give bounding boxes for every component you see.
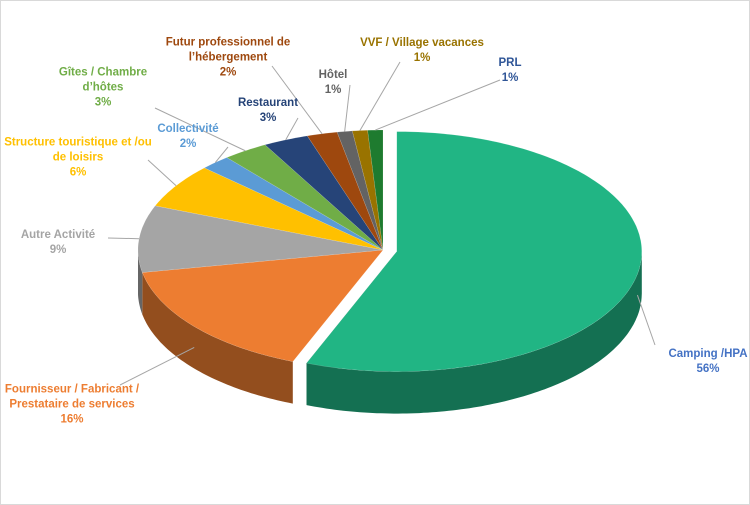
data-label: Fournisseur / Fabricant / Prestataire de… xyxy=(0,383,147,428)
category-label: Camping /HPA xyxy=(668,348,748,360)
category-label: Structure touristique et /ou de loisirs xyxy=(4,136,152,164)
category-label: Collectivité xyxy=(157,123,219,135)
slice-side xyxy=(138,250,143,315)
category-label: Autre Activité xyxy=(20,229,96,241)
leader-line xyxy=(344,84,351,132)
category-label: Restaurant xyxy=(237,97,299,109)
value-label: 1% xyxy=(501,72,519,84)
value-label: 3% xyxy=(94,96,112,109)
value-label: 2% xyxy=(179,138,197,150)
slice xyxy=(226,144,384,251)
value-label: 1% xyxy=(324,84,342,96)
value-label: 3% xyxy=(259,112,277,124)
slice xyxy=(264,135,384,251)
leader-line xyxy=(285,117,299,141)
data-label: PRL 1% xyxy=(490,56,530,86)
category-label: Gîtes / Chambre d’hôtes xyxy=(58,66,148,94)
category-label: Fournisseur / Fabricant / Prestataire de… xyxy=(4,383,140,411)
data-label: VVF / Village vacances 1% xyxy=(352,36,492,66)
data-label: Structure touristique et /ou de loisirs 6… xyxy=(0,136,158,181)
leader-line xyxy=(147,159,177,187)
data-label: Hôtel 1% xyxy=(308,68,358,98)
data-label: Collectivité 2% xyxy=(143,122,233,152)
leader-line xyxy=(636,294,656,346)
leader-line xyxy=(271,65,323,135)
leader-line xyxy=(154,107,246,152)
data-label: Restaurant 3% xyxy=(223,96,313,126)
value-label: 6% xyxy=(69,166,87,179)
category-label: PRL xyxy=(498,57,522,69)
data-label: Futur professionnel de l’hébergement 2% xyxy=(153,36,303,81)
value-label: 56% xyxy=(696,363,720,375)
leader-line xyxy=(119,347,195,386)
value-label: 9% xyxy=(49,244,67,256)
slice-side xyxy=(142,272,293,404)
leader-line xyxy=(359,61,401,131)
slice xyxy=(137,205,384,273)
leader-line xyxy=(375,79,501,131)
slice xyxy=(306,131,643,372)
slice-side xyxy=(306,251,642,414)
data-label: Gîtes / Chambre d’hôtes 3% xyxy=(48,66,158,111)
value-label: 16% xyxy=(60,413,84,426)
data-label: Camping /HPA 56% xyxy=(653,347,750,377)
data-label: Autre Activité 9% xyxy=(8,228,108,258)
category-label: Hôtel xyxy=(318,69,348,81)
category-label: Futur professionnel de l’hébergement xyxy=(165,36,291,64)
category-label: VVF / Village vacances xyxy=(360,37,484,49)
value-label: 2% xyxy=(219,66,237,79)
slice xyxy=(141,249,384,362)
leader-line xyxy=(107,237,140,240)
leader-line xyxy=(214,146,229,163)
value-label: 1% xyxy=(413,52,431,64)
slice xyxy=(306,131,384,251)
slice xyxy=(367,129,384,251)
